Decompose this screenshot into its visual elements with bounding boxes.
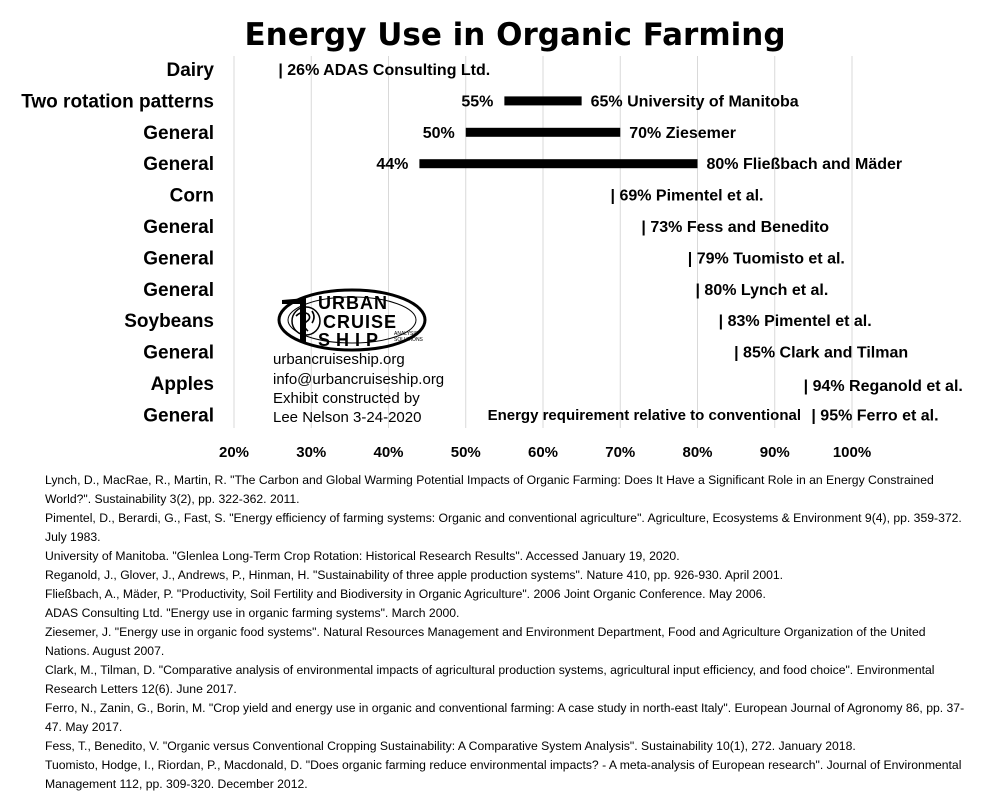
credit-line-1: Exhibit constructed by — [273, 390, 420, 407]
x-tick-label: 70% — [605, 444, 635, 461]
x-axis-ticks: 20% 30% 40% 50% 60% 70% 80% 90% 100% — [219, 444, 871, 461]
category-label: Two rotation patterns — [21, 91, 214, 112]
reference-item: Reganold, J., Glover, J., Andrews, P., H… — [45, 568, 784, 582]
x-axis-label: Energy requirement relative to conventio… — [488, 407, 801, 424]
range-bar — [419, 159, 698, 169]
category-label: General — [143, 405, 214, 426]
gridlines — [233, 56, 853, 428]
logo-text-ship: SHIP — [318, 330, 384, 350]
logo-tag-solutions: SOLUTIONS — [394, 337, 424, 343]
reference-item: Lynch, D., MacRae, R., Martin, R. "The C… — [45, 473, 934, 506]
reference-item: Ziesemer, J. "Energy use in organic food… — [45, 625, 926, 658]
range-bar — [504, 96, 582, 106]
category-label: Corn — [170, 186, 214, 207]
range-bars — [419, 96, 698, 169]
logo-u-stem — [282, 298, 306, 342]
point-value-label: | 69% Pimentel et al. — [611, 188, 764, 205]
category-label: Soybeans — [124, 311, 214, 332]
x-tick-label: 100% — [833, 444, 871, 461]
chart: Energy Use in Organic Farming 20% 30% 40% 5… — [21, 17, 963, 461]
urban-cruise-ship-logo: URBAN CRUISE SHIP ANALYSIS SOLUTIONS — [277, 288, 427, 352]
low-value-label: 55% — [461, 93, 493, 110]
category-label: Apples — [151, 374, 214, 395]
references-list: Lynch, D., MacRae, R., Martin, R. "The C… — [45, 471, 970, 794]
x-tick-label: 50% — [451, 444, 481, 461]
data-labels: | 26% ADAS Consulting Ltd. 55% 65% Univers… — [278, 62, 962, 424]
point-value-label: | 79% Tuomisto et al. — [688, 250, 845, 267]
x-tick-label: 30% — [296, 444, 326, 461]
reference-item: Tuomisto, Hodge, I., Riordan, P., Macdon… — [45, 758, 962, 791]
point-value-label: | 80% Lynch et al. — [696, 282, 829, 299]
x-tick-label: 40% — [373, 444, 403, 461]
reference-item: Clark, M., Tilman, D. "Comparative analy… — [45, 663, 935, 696]
point-value-label: | 26% ADAS Consulting Ltd. — [278, 62, 490, 79]
reference-item: Ferro, N., Zanin, G., Borin, M. "Crop yi… — [45, 701, 965, 734]
category-label: General — [143, 343, 214, 364]
reference-item: ADAS Consulting Ltd. "Energy use in orga… — [45, 606, 460, 620]
category-labels: Dairy Two rotation patterns General General… — [21, 60, 214, 426]
category-label: General — [143, 217, 214, 238]
low-value-label: 44% — [376, 156, 408, 173]
logo-text-cruise: CRUISE — [323, 312, 397, 332]
high-value-label: 80% Fließbach and Mäder — [707, 156, 903, 173]
category-label: Dairy — [166, 60, 214, 81]
point-value-label: | 83% Pimentel et al. — [719, 313, 872, 330]
logo-tag-analysis: ANALYSIS — [394, 331, 419, 337]
x-tick-label: 90% — [760, 444, 790, 461]
category-label: General — [143, 123, 214, 144]
point-value-label: | 95% Ferro et al. — [811, 407, 938, 424]
credit-line-2: Lee Nelson 3-24-2020 — [273, 409, 421, 426]
high-value-label: 70% Ziesemer — [629, 125, 736, 142]
high-value-label: 65% University of Manitoba — [591, 93, 799, 110]
reference-item: Pimentel, D., Berardi, G., Fast, S. "Ene… — [45, 511, 962, 544]
x-tick-label: 80% — [682, 444, 712, 461]
range-bar — [465, 127, 621, 137]
contact-email: info@urbancruiseship.org — [273, 371, 444, 388]
category-label: General — [143, 280, 214, 301]
category-label: General — [143, 154, 214, 175]
logo-ring — [277, 288, 427, 352]
point-value-label: | 94% Reganold et al. — [804, 378, 963, 395]
point-value-label: | 85% Clark and Tilman — [734, 345, 908, 362]
reference-item: Fließbach, A., Mäder, P. "Productivity, … — [45, 587, 766, 601]
contact-website: urbancruiseship.org — [273, 351, 405, 368]
category-label: General — [143, 248, 214, 269]
logo-text-urban: URBAN — [318, 293, 388, 313]
logo-inner-ring — [287, 296, 417, 344]
reference-item: University of Manitoba. "Glenlea Long-Te… — [45, 549, 680, 563]
x-tick-label: 60% — [528, 444, 558, 461]
reference-item: Fess, T., Benedito, V. "Organic versus C… — [45, 739, 856, 753]
chart-title: Energy Use in Organic Farming — [244, 17, 785, 53]
low-value-label: 50% — [423, 125, 455, 142]
point-value-label: | 73% Fess and Benedito — [641, 219, 829, 236]
x-tick-label: 20% — [219, 444, 249, 461]
